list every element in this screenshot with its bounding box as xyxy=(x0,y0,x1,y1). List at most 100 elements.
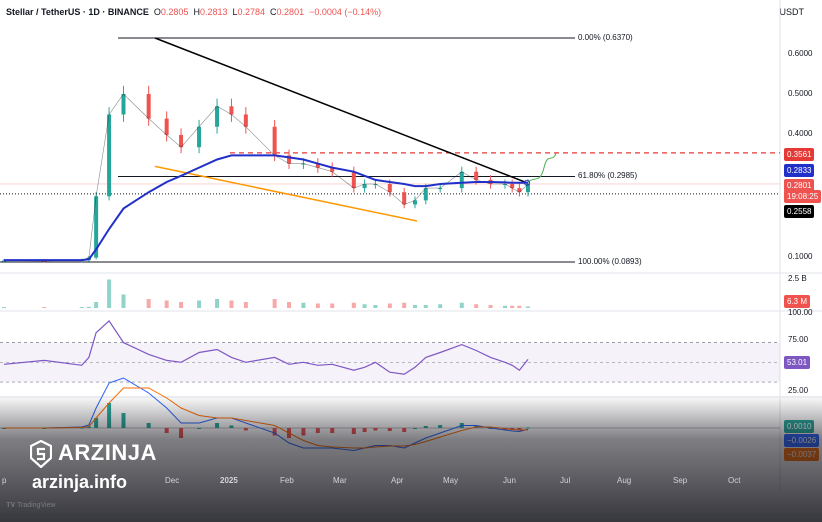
volume-bar xyxy=(86,306,91,308)
candle-body xyxy=(373,184,378,186)
volume-bar xyxy=(362,304,367,308)
rsi-tick-100: 100.00 xyxy=(788,308,813,317)
candle-body xyxy=(502,184,507,186)
volume-bar xyxy=(179,302,184,308)
legend-header: Stellar / TetherUS · 1D · BINANCE O0.280… xyxy=(6,7,381,17)
moving-average-line xyxy=(4,154,528,262)
macd-histogram-bar xyxy=(423,426,428,428)
macd-histogram-bar xyxy=(164,428,169,433)
x-tick-label: Feb xyxy=(280,476,294,485)
candle-body xyxy=(362,184,367,189)
x-tick-label: Oct xyxy=(728,476,741,485)
open-label: O xyxy=(153,7,161,17)
wedge-upper-trendline xyxy=(154,37,528,184)
x-tick-label: Jul xyxy=(560,476,571,485)
volume-bar xyxy=(502,305,507,308)
macd-histogram-bar xyxy=(315,428,320,433)
candle-body xyxy=(510,184,515,189)
x-tick-label: p xyxy=(2,476,7,485)
candle-body xyxy=(146,94,151,119)
candle-body xyxy=(287,155,292,164)
x-tick-label: May xyxy=(443,476,459,485)
volume-tag: 6.3 M xyxy=(784,295,811,308)
macd-histogram-bar xyxy=(229,425,234,428)
symbol-name[interactable]: Stellar / TetherUS · 1D · BINANCE xyxy=(6,7,149,17)
candle-body xyxy=(423,188,428,201)
low-label: L xyxy=(232,7,238,17)
candle-body xyxy=(412,200,417,205)
close-value: 0.2801 xyxy=(276,7,305,17)
brand-site: arzinja.info xyxy=(32,472,128,492)
close-label: C xyxy=(270,7,277,17)
macd-histogram-bar xyxy=(179,428,184,438)
macd-histogram-bar xyxy=(526,427,530,429)
macd-histogram-bar xyxy=(146,423,151,428)
volume-bar xyxy=(243,302,248,308)
candle-body xyxy=(243,114,248,127)
candle-body xyxy=(315,163,320,168)
y-tick-1: 0.5000 xyxy=(788,89,813,98)
resistance-price-tag: 0.3561 xyxy=(784,148,815,161)
volume-bar xyxy=(387,303,392,308)
high-value: 0.2813 xyxy=(199,7,228,17)
price-pane xyxy=(0,37,780,263)
macd-histogram-bar xyxy=(373,428,378,431)
ma-price-tag: 0.2833 xyxy=(784,164,815,177)
volume-bar xyxy=(2,307,6,308)
volume-bar xyxy=(373,305,378,308)
volume-bar xyxy=(94,302,99,308)
macd-histogram-bar xyxy=(351,428,356,434)
x-tick-label: Aug xyxy=(617,476,632,485)
volume-bar xyxy=(351,302,356,308)
volume-bar xyxy=(215,299,220,308)
arzinja-logo-icon xyxy=(30,440,52,468)
change-value: −0.0004 (−0.14%) xyxy=(309,7,382,17)
volume-bar xyxy=(459,302,464,308)
volume-bar xyxy=(423,305,428,308)
x-tick-label: 2025 xyxy=(220,476,238,485)
low-value: 0.2784 xyxy=(237,7,266,17)
projection-curve xyxy=(527,153,557,183)
macd-histogram-bar xyxy=(330,428,335,433)
macd-histogram-bar xyxy=(107,403,112,428)
fib-top-label: 0.00% (0.6370) xyxy=(578,33,633,42)
volume-bar xyxy=(121,294,126,308)
candle-body xyxy=(438,188,443,190)
candle-body xyxy=(272,126,277,156)
candle-body xyxy=(459,171,464,189)
tv-icon: 𝐓𝐕 xyxy=(6,502,17,509)
price-close-line xyxy=(3,93,529,262)
high-label: H xyxy=(193,7,200,17)
volume-pane xyxy=(2,279,530,308)
candle-body xyxy=(229,106,234,115)
fib-mid-label: 61.80% (0.2985) xyxy=(578,171,638,180)
volume-bar xyxy=(107,279,112,308)
volume-bar xyxy=(146,299,151,308)
volume-bar xyxy=(315,303,320,308)
volume-bar xyxy=(272,299,277,308)
macd-histogram-bar xyxy=(197,428,202,429)
currency-label[interactable]: USDT xyxy=(779,7,805,17)
rsi-tick-75: 75.00 xyxy=(788,335,809,344)
candle-body xyxy=(94,196,99,258)
candle-body xyxy=(179,134,184,148)
x-tick-label: Mar xyxy=(333,476,347,485)
x-tick-label: Jun xyxy=(503,476,516,485)
tradingview-logo[interactable]: 𝐓𝐕 TradingView xyxy=(6,502,56,510)
candle-body xyxy=(164,118,169,135)
macd-signal-tag: −0.0037 xyxy=(784,448,820,461)
rsi-line xyxy=(3,319,529,375)
candle-body xyxy=(301,163,306,165)
wedge-lower-trendline xyxy=(154,165,418,222)
x-tick-label: Sep xyxy=(673,476,688,485)
volume-bar xyxy=(287,302,292,308)
candle-body xyxy=(351,171,356,189)
volume-tick: 2.5 B xyxy=(788,274,807,283)
macd-histogram-bar xyxy=(215,423,220,428)
open-value: 0.2805 xyxy=(160,7,189,17)
volume-bar xyxy=(229,300,234,308)
volume-bar xyxy=(330,303,335,308)
volume-bar xyxy=(402,302,407,308)
macd-histogram-bar xyxy=(412,428,417,429)
volume-bar xyxy=(488,305,493,308)
